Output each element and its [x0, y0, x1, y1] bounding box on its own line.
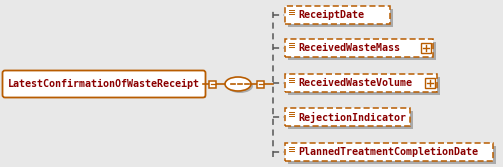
FancyBboxPatch shape	[285, 108, 410, 126]
FancyBboxPatch shape	[285, 74, 437, 92]
FancyBboxPatch shape	[288, 9, 393, 27]
FancyBboxPatch shape	[421, 43, 431, 53]
FancyBboxPatch shape	[425, 78, 435, 88]
FancyBboxPatch shape	[3, 70, 206, 98]
Text: PlannedTreatmentCompletionDate: PlannedTreatmentCompletionDate	[298, 147, 478, 157]
FancyBboxPatch shape	[288, 77, 440, 95]
FancyBboxPatch shape	[285, 39, 433, 57]
Text: ReceivedWasteMass: ReceivedWasteMass	[298, 43, 400, 53]
Text: RejectionIndicator: RejectionIndicator	[298, 112, 406, 123]
FancyBboxPatch shape	[288, 146, 496, 164]
FancyBboxPatch shape	[285, 143, 493, 161]
FancyBboxPatch shape	[288, 42, 436, 60]
FancyBboxPatch shape	[288, 111, 413, 129]
FancyBboxPatch shape	[258, 80, 265, 88]
Text: LatestConfirmationOfWasteReceipt: LatestConfirmationOfWasteReceipt	[8, 79, 200, 89]
FancyBboxPatch shape	[210, 80, 216, 88]
Ellipse shape	[227, 79, 253, 93]
Text: ReceiptDate: ReceiptDate	[298, 10, 364, 20]
FancyBboxPatch shape	[8, 76, 206, 98]
Ellipse shape	[225, 77, 251, 91]
FancyBboxPatch shape	[285, 6, 390, 24]
Text: ReceivedWasteVolume: ReceivedWasteVolume	[298, 78, 412, 88]
